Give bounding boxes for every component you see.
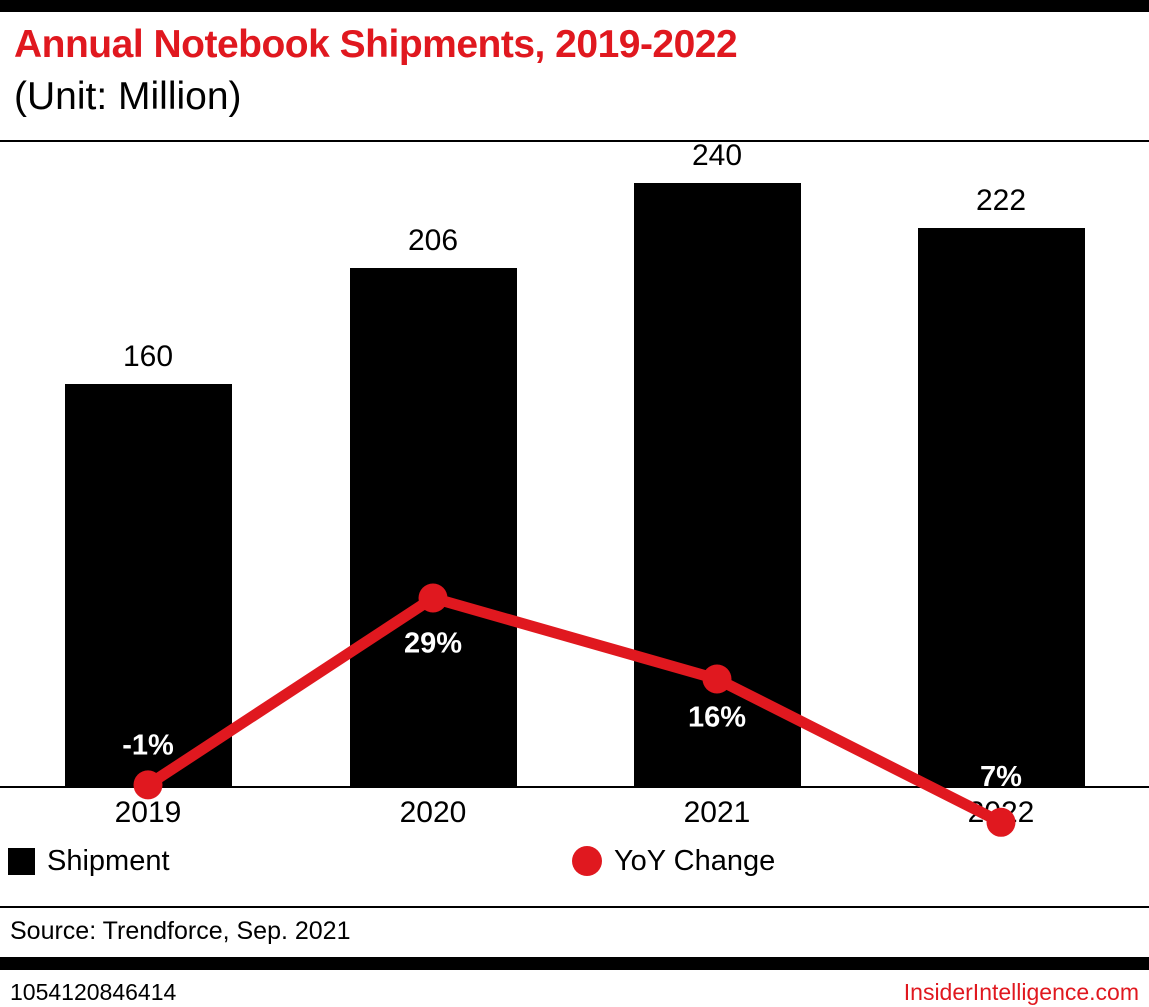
legend-label-yoy: YoY Change: [614, 844, 776, 877]
top-border-bar: [0, 0, 1149, 12]
footer: 1054120846414 InsiderIntelligence.com: [0, 970, 1149, 1006]
bar-2020: [349, 268, 517, 786]
source-divider: [0, 906, 1149, 908]
header-divider: [0, 140, 1149, 142]
x-axis-label-2021: 2021: [683, 796, 751, 829]
yoy-swatch-icon: [572, 846, 602, 876]
x-axis-label-2019: 2019: [114, 796, 182, 829]
chart-title: Annual Notebook Shipments, 2019-2022: [14, 23, 738, 66]
shipment-swatch-icon: [8, 847, 35, 875]
footer-black-bar: [0, 957, 1149, 970]
legend-item-shipment: Shipment: [8, 840, 170, 882]
bar-value-label-2021: 240: [691, 139, 743, 172]
bar-value-label-2019: 160: [122, 340, 174, 373]
legend-item-yoy: YoY Change: [572, 840, 775, 882]
bar-2019: [64, 384, 232, 786]
x-axis-label-2020: 2020: [399, 796, 467, 829]
legend: Shipment YoY Change: [0, 840, 1149, 882]
footer-site-link[interactable]: InsiderIntelligence.com: [903, 979, 1139, 1005]
footer-chart-id: 1054120846414: [10, 979, 177, 1005]
chart-header: Annual Notebook Shipments, 2019-2022 (Un…: [0, 12, 1149, 140]
bar-value-label-2020: 206: [407, 224, 459, 257]
chart-subtitle: (Unit: Million): [14, 75, 242, 118]
bar-2021: [633, 183, 801, 786]
chart-area: 160 206 240 222 -1% 29% 16% 7%: [0, 139, 1149, 837]
legend-label-shipment: Shipment: [47, 844, 170, 877]
x-axis-labels: 2019 2020 2021 2022: [0, 788, 1149, 834]
x-axis-label-2022: 2022: [967, 796, 1035, 829]
source-text: Source: Trendforce, Sep. 2021: [10, 917, 351, 945]
bar-value-label-2022: 222: [975, 184, 1027, 217]
bar-2022: [917, 228, 1085, 786]
